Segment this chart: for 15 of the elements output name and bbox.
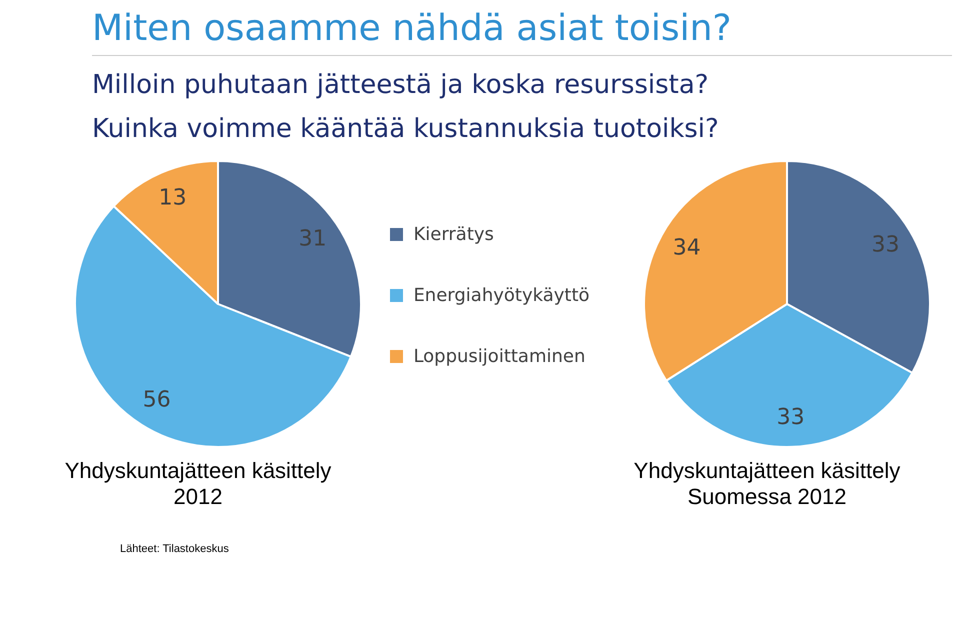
data-label: 33: [776, 405, 805, 430]
text: Kuinka voimme kääntää kustannuksia tuotoiksi?: [92, 114, 720, 144]
data-label: 33: [871, 232, 900, 258]
data-label: 34: [672, 236, 701, 261]
text: Lähteet: Tilastokeskus: [120, 543, 229, 555]
text: Yhdyskuntajätteen käsittely Suomessa 2012: [632, 458, 902, 510]
text: Miten osaamme nähdä asiat toisin?: [92, 8, 952, 56]
text: Milloin puhutaan jätteestä ja koska resurssista?: [92, 70, 710, 100]
data-label: 31: [298, 226, 327, 252]
legend-label: Kierrätys: [413, 224, 494, 245]
text: Yhdyskuntajätteen käsittely 2012: [64, 458, 332, 510]
legend-label: Loppusijoittaminen: [413, 346, 586, 367]
data-label: 13: [158, 186, 187, 211]
data-label: 56: [142, 387, 171, 412]
legend-label: Energiahyötykäyttö: [413, 285, 590, 306]
